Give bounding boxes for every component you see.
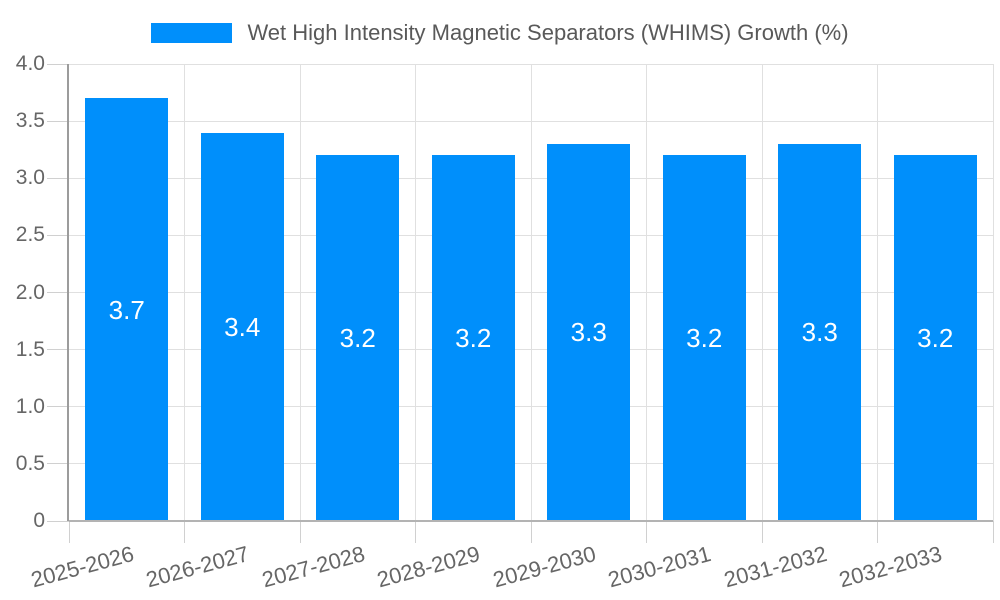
x-axis-tick bbox=[299, 521, 301, 543]
gridline-vertical bbox=[761, 64, 763, 521]
gridline-vertical bbox=[530, 64, 532, 521]
y-axis-tick bbox=[47, 520, 69, 522]
bar[interactable] bbox=[778, 143, 862, 521]
x-axis-tick bbox=[646, 521, 647, 543]
bar[interactable] bbox=[431, 155, 515, 521]
y-axis-tick bbox=[47, 234, 69, 236]
y-axis-tick bbox=[47, 463, 69, 465]
y-axis-label: 3.0 bbox=[15, 166, 45, 190]
gridline-vertical bbox=[877, 64, 878, 521]
bar[interactable] bbox=[200, 132, 284, 521]
y-axis-label: 1.0 bbox=[15, 394, 45, 418]
y-axis-label: 3.5 bbox=[15, 109, 45, 133]
x-axis-tick bbox=[877, 521, 878, 543]
y-axis-tick bbox=[47, 63, 69, 65]
y-axis-label: 1.5 bbox=[15, 337, 45, 361]
x-axis-tick bbox=[992, 521, 994, 543]
gridline-vertical bbox=[992, 64, 994, 521]
legend-label: Wet High Intensity Magnetic Separators (… bbox=[247, 20, 849, 45]
chart-legend[interactable]: Wet High Intensity Magnetic Separators (… bbox=[0, 20, 1000, 45]
y-axis-label: 0 bbox=[33, 509, 45, 532]
x-axis-tick bbox=[415, 521, 416, 543]
x-axis-tick bbox=[761, 521, 763, 543]
y-axis-tick bbox=[47, 292, 69, 293]
gridline-vertical bbox=[299, 64, 301, 521]
bar-value-label: 3.2 bbox=[455, 323, 492, 354]
y-axis-tick bbox=[47, 177, 69, 179]
bar-value-label: 3.4 bbox=[224, 311, 261, 342]
x-axis-tick bbox=[68, 521, 70, 543]
y-axis-label: 2.0 bbox=[15, 280, 45, 304]
bar-value-label: 3.7 bbox=[108, 294, 145, 325]
bar[interactable] bbox=[893, 155, 977, 521]
bar-value-label: 3.3 bbox=[570, 317, 607, 348]
gridline-vertical bbox=[415, 64, 416, 521]
y-axis-label: 4.0 bbox=[15, 52, 45, 75]
x-axis-tick bbox=[530, 521, 532, 543]
gridline-vertical bbox=[646, 64, 647, 521]
y-axis-label: 2.5 bbox=[15, 223, 45, 247]
y-axis-line bbox=[67, 64, 69, 521]
bar-value-label: 3.2 bbox=[339, 323, 376, 354]
y-axis-tick bbox=[47, 406, 69, 408]
legend-swatch bbox=[151, 23, 233, 43]
y-axis-label: 0.5 bbox=[15, 451, 45, 475]
x-axis-tick bbox=[184, 521, 185, 543]
gridline-vertical bbox=[184, 64, 185, 521]
bar[interactable] bbox=[85, 98, 169, 521]
bar-value-label: 3.2 bbox=[917, 323, 954, 354]
bar[interactable] bbox=[662, 155, 746, 521]
y-axis-tick bbox=[47, 120, 69, 122]
y-axis-tick bbox=[47, 349, 69, 351]
bar[interactable] bbox=[547, 143, 631, 521]
bar-value-label: 3.3 bbox=[801, 317, 838, 348]
bar[interactable] bbox=[316, 155, 400, 521]
x-axis-line bbox=[69, 520, 993, 522]
bar-value-label: 3.2 bbox=[686, 323, 723, 354]
